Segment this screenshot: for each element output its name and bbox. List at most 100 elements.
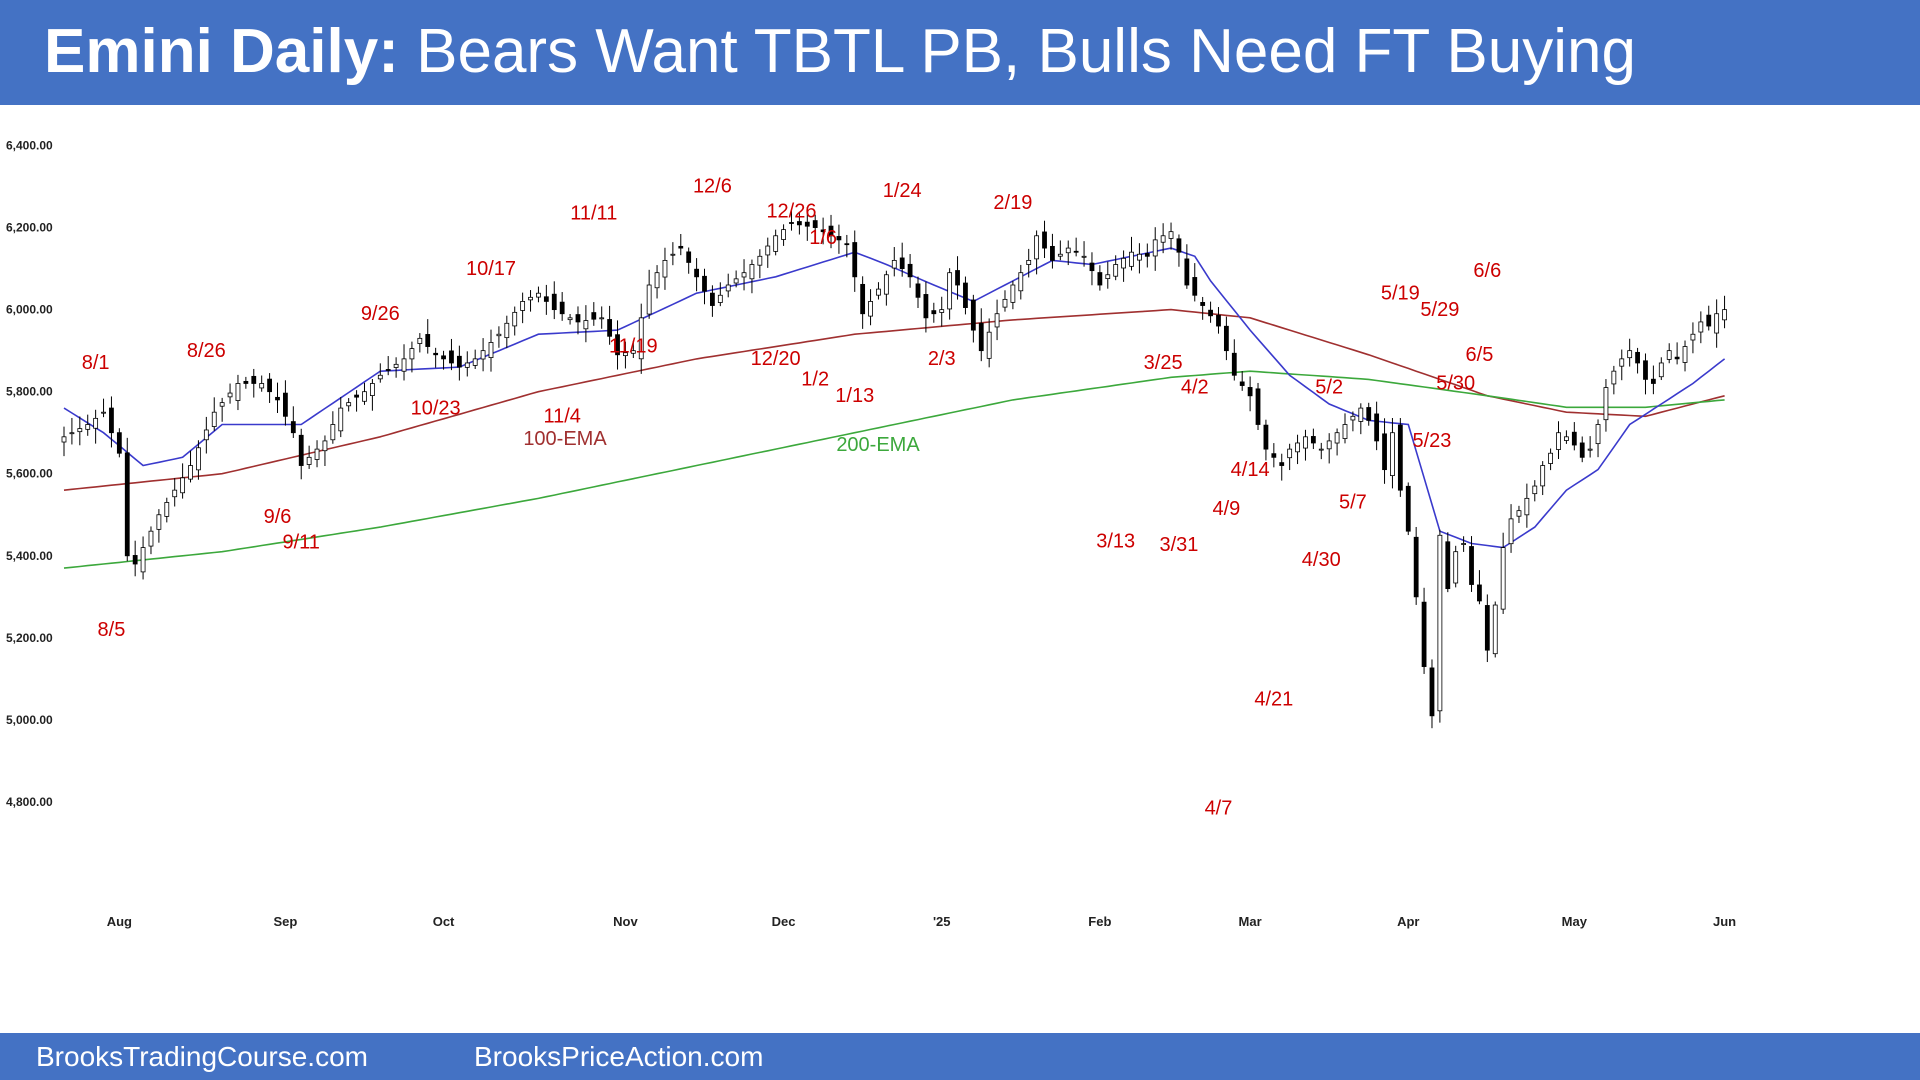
candle-body — [1026, 259, 1032, 265]
candle-body — [1223, 325, 1229, 352]
candle-body — [559, 301, 565, 315]
y-axis: 6,400.00 6,200.00 6,000.00 5,800.00 5,600.00… — [6, 139, 53, 809]
candle-body — [702, 275, 707, 292]
x-tick-label: Dec — [772, 914, 796, 929]
candle-body — [963, 282, 968, 308]
candle-body — [1650, 378, 1656, 384]
candle-body — [725, 284, 731, 292]
candle-body — [1105, 274, 1111, 280]
candle-body — [1571, 431, 1577, 446]
annotation-label: 9/6 — [264, 506, 292, 528]
annotation-label: 4/7 — [1205, 797, 1233, 819]
candle-body — [1208, 309, 1213, 317]
candle-body — [1516, 510, 1522, 517]
candle-body — [69, 432, 75, 435]
candle-body — [346, 402, 352, 407]
candle-body — [1548, 452, 1553, 464]
candle-body — [354, 394, 359, 398]
candle-body — [1643, 360, 1648, 380]
candle-body — [227, 392, 233, 398]
annotation-label: 5/19 — [1381, 282, 1420, 304]
candle-body — [860, 283, 866, 315]
candle-body — [844, 243, 850, 246]
candle-body — [393, 363, 399, 368]
annotation-label: 4/21 — [1254, 689, 1293, 711]
candle-body — [868, 301, 873, 317]
candle-body — [425, 334, 431, 347]
candle-body — [1540, 465, 1546, 487]
candle-body — [1674, 356, 1680, 360]
footer-link-left[interactable]: BrooksTradingCourse.com — [36, 1041, 368, 1072]
candle-body — [1113, 264, 1119, 277]
candle-body — [804, 221, 810, 227]
candlestick-chart: 6,400.00 6,200.00 6,000.00 5,800.00 5,600.00… — [6, 139, 1736, 929]
candle-body — [1714, 313, 1720, 334]
candle-body — [1018, 272, 1024, 292]
y-tick-label: 4,800.00 — [6, 795, 53, 809]
page-title: Emini Daily: Bears Want TBTL PB, Bulls N… — [44, 16, 1636, 87]
candle-body — [338, 407, 344, 432]
candle-body — [124, 452, 130, 557]
candle-body — [1564, 436, 1569, 441]
candle-body — [1429, 667, 1435, 717]
y-tick-label: 5,200.00 — [6, 631, 53, 645]
candle-body — [1184, 258, 1190, 286]
candle-body — [77, 428, 83, 433]
annotation-label: 11/11 — [570, 202, 617, 224]
annotation-label: 6/5 — [1466, 344, 1494, 366]
candle-body — [1722, 309, 1727, 321]
candle-body — [1034, 235, 1040, 260]
candle-body — [1073, 250, 1079, 253]
candle-body — [820, 229, 826, 233]
x-tick-label: Mar — [1239, 914, 1262, 929]
candle-body — [188, 465, 193, 480]
candle-body — [1453, 551, 1459, 584]
candle-body — [947, 272, 953, 310]
candle-body — [520, 301, 526, 311]
candle-body — [583, 320, 589, 330]
annotation-label: 3/31 — [1159, 534, 1198, 556]
candle-body — [61, 436, 67, 443]
candle-body — [1421, 601, 1427, 667]
annotation-label: 9/11 — [282, 531, 319, 553]
ema-labels: 100-EMA 200-EMA — [523, 428, 920, 456]
candle-body — [623, 352, 628, 357]
candle-body — [970, 299, 976, 331]
candle-body — [251, 375, 257, 384]
candle-body — [1160, 235, 1166, 243]
footer-link-right[interactable]: BrooksPriceAction.com — [474, 1041, 764, 1072]
candle-body — [164, 502, 170, 517]
candle-body — [1326, 440, 1332, 450]
candle-body — [275, 396, 280, 401]
candle-body — [741, 272, 747, 278]
candle-body — [235, 383, 241, 401]
candle-body — [306, 456, 312, 465]
candle-body — [196, 447, 201, 471]
candle-body — [1239, 381, 1245, 386]
candle-body — [298, 434, 304, 466]
candle-body — [1374, 413, 1380, 442]
annotations: 8/1 8/5 8/26 9/6 9/11 9/26 10/23 10/17 11/4 11/11… — [82, 176, 1502, 820]
candle-body — [1318, 448, 1324, 451]
candle-body — [93, 417, 99, 429]
candle-body — [1437, 534, 1443, 712]
annotation-label: 1/2 — [801, 369, 829, 391]
candle-body — [1065, 247, 1071, 254]
candle-body — [575, 314, 581, 323]
x-tick-label: Jun — [1713, 914, 1736, 929]
candle-body — [986, 331, 992, 359]
candle-body — [401, 358, 407, 372]
candle-body — [899, 257, 905, 269]
candle-body — [662, 259, 668, 278]
candle-body — [1603, 387, 1609, 421]
annotation-label: 2/19 — [993, 192, 1032, 214]
candle-body — [773, 235, 779, 252]
candle-body — [1445, 541, 1451, 590]
candle-body — [1050, 245, 1055, 261]
candle-body — [891, 259, 897, 269]
candle-body — [219, 402, 225, 407]
candle-body — [156, 514, 162, 530]
candle-body — [710, 292, 715, 306]
candle-body — [1176, 238, 1182, 253]
candles — [61, 206, 1727, 729]
